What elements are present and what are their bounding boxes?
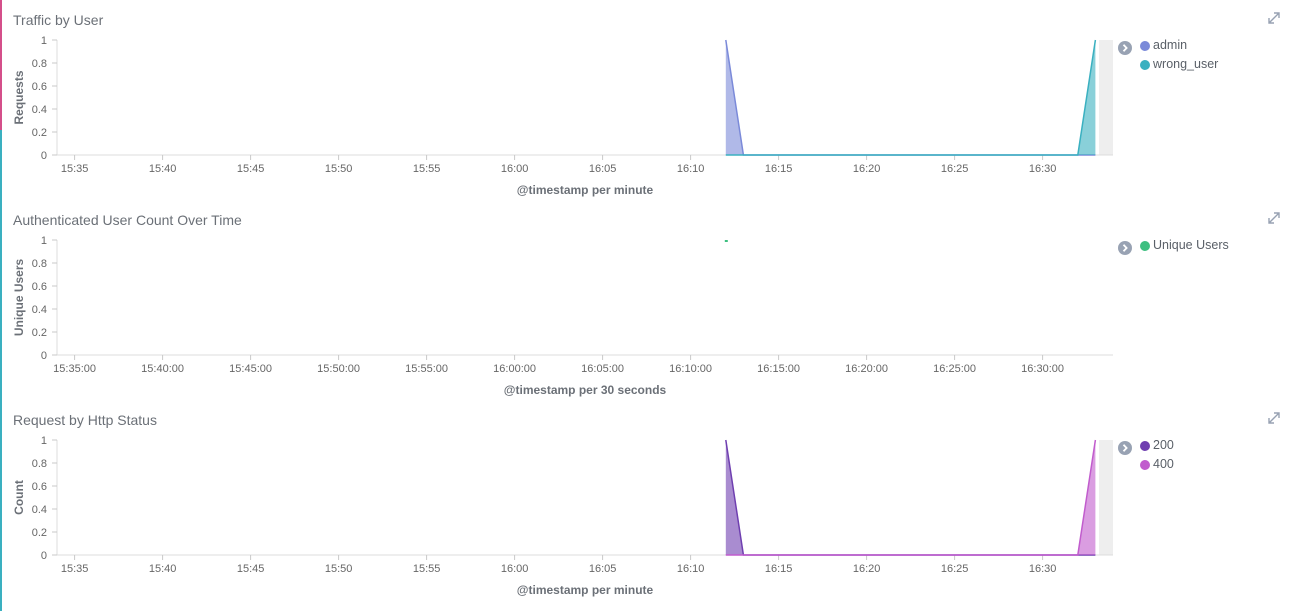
y-tick-label: 0.2 — [32, 127, 47, 139]
legend-scroll-strip — [1099, 440, 1113, 555]
legend-color-dot — [1140, 460, 1150, 470]
y-tick-label: 0.6 — [32, 281, 47, 293]
panel-title: Request by Http Status — [13, 412, 157, 428]
chart-area: 0 0.2 0.4 0.6 0.8 1 15:35 15:40 15:45 15:50 15:55 1… — [12, 35, 1113, 197]
x-tick-label: 16:20:00 — [845, 363, 888, 375]
y-tick-label: 0.6 — [32, 481, 47, 493]
x-tick-label: 16:25:00 — [933, 363, 976, 375]
x-tick-label: 15:45 — [237, 163, 265, 175]
x-tick-label: 16:10 — [677, 563, 705, 575]
y-tick-label: 0 — [41, 350, 47, 362]
legend-label: Unique Users — [1153, 238, 1229, 252]
x-tick-label: 16:10:00 — [669, 363, 712, 375]
y-tick-label: 0.4 — [32, 304, 47, 316]
x-tick-label: 16:00 — [501, 163, 529, 175]
x-tick-label: 16:00:00 — [493, 363, 536, 375]
x-axis-title: @timestamp per minute — [517, 583, 654, 597]
x-tick-label: 15:45:00 — [229, 363, 272, 375]
x-tick-label: 15:40 — [149, 563, 177, 575]
legend-scroll-strip — [1099, 40, 1113, 155]
x-tick-label: 16:05 — [589, 563, 617, 575]
series-area-admin[interactable] — [725, 40, 1096, 155]
y-tick-label: 0.8 — [32, 458, 47, 470]
legend-label: admin — [1153, 38, 1188, 52]
y-tick-label: 1 — [41, 435, 47, 447]
series-area-wrong-user[interactable] — [725, 40, 1096, 155]
x-tick-label: 16:25 — [941, 563, 969, 575]
legend-label: wrong_user — [1153, 57, 1219, 71]
panel-title: Authenticated User Count Over Time — [13, 212, 242, 228]
x-tick-label: 15:50 — [325, 163, 353, 175]
x-tick-label: 16:30 — [1029, 163, 1057, 175]
y-tick-label: 0.6 — [32, 81, 47, 93]
chart-area: 0 0.2 0.4 0.6 0.8 1 15:35 15:40 15:45 15:50 15:55 1… — [12, 435, 1113, 597]
x-tick-label: 15:40:00 — [141, 363, 184, 375]
x-tick-label: 16:30:00 — [1021, 363, 1064, 375]
legend-label: 200 — [1153, 438, 1174, 452]
x-tick-label: 16:05 — [589, 163, 617, 175]
series-line-wrong-user[interactable] — [725, 39, 1097, 156]
panel-traffic-by-user: Traffic by User 0 0.2 0.4 0.6 0.8 1 15:35 15:40… — [0, 0, 1293, 200]
x-tick-label: 16:15 — [765, 163, 793, 175]
y-axis-title: Unique Users — [12, 258, 26, 336]
y-axis-title: Count — [12, 480, 26, 515]
x-tick-label: 15:55 — [413, 163, 441, 175]
legend-toggle-icon[interactable] — [1118, 41, 1132, 55]
x-tick-label: 16:25 — [941, 163, 969, 175]
y-axis-title: Requests — [12, 70, 26, 124]
expand-panel-icon[interactable] — [1266, 410, 1282, 426]
y-tick-label: 0 — [41, 550, 47, 562]
y-tick-label: 0.4 — [32, 104, 47, 116]
legend-toggle-icon[interactable] — [1118, 441, 1132, 455]
x-axis-title: @timestamp per minute — [517, 183, 654, 197]
x-tick-label: 16:15:00 — [757, 363, 800, 375]
legend-label: 400 — [1153, 457, 1174, 471]
legend-color-dot — [1140, 241, 1150, 251]
y-tick-label: 0.2 — [32, 327, 47, 339]
x-tick-label: 15:45 — [237, 563, 265, 575]
legend-color-dot — [1140, 441, 1150, 451]
left-edge-accent-top — [0, 0, 2, 130]
y-tick-label: 0.4 — [32, 504, 47, 516]
x-tick-label: 16:20 — [853, 163, 881, 175]
series-line-admin[interactable] — [725, 39, 1096, 156]
legend-toggle-icon[interactable] — [1118, 241, 1132, 255]
y-tick-label: 0 — [41, 150, 47, 162]
x-tick-label: 15:50:00 — [317, 363, 360, 375]
x-tick-label: 15:55 — [413, 563, 441, 575]
series-area-400[interactable] — [725, 440, 1096, 555]
expand-panel-icon[interactable] — [1266, 10, 1282, 26]
x-tick-label: 16:20 — [853, 563, 881, 575]
y-tick-label: 0.8 — [32, 258, 47, 270]
y-tick-label: 1 — [41, 35, 47, 47]
x-tick-label: 16:00 — [501, 563, 529, 575]
series-area-200[interactable] — [725, 440, 1096, 555]
panel-title: Traffic by User — [13, 12, 104, 28]
x-tick-label: 16:10 — [677, 163, 705, 175]
y-tick-label: 0.8 — [32, 58, 47, 70]
x-tick-label: 16:15 — [765, 563, 793, 575]
x-axis-title: @timestamp per 30 seconds — [504, 383, 667, 397]
series-line-400[interactable] — [725, 439, 1097, 556]
x-tick-label: 15:55:00 — [405, 363, 448, 375]
x-tick-label: 15:35 — [61, 163, 89, 175]
panel-authenticated-user-count: Authenticated User Count Over Time 0 0.2 0… — [0, 200, 1293, 400]
left-edge-accent-bottom — [0, 130, 2, 611]
legend-color-dot — [1140, 60, 1150, 70]
y-tick-label: 1 — [41, 235, 47, 247]
x-tick-label: 15:35:00 — [53, 363, 96, 375]
panel-request-by-http-status: Request by Http Status 0 0.2 0.4 0.6 0.8 1 15:… — [0, 400, 1293, 600]
x-tick-label: 15:40 — [149, 163, 177, 175]
y-tick-label: 0.2 — [32, 527, 47, 539]
expand-panel-icon[interactable] — [1266, 210, 1282, 226]
x-tick-label: 15:50 — [325, 563, 353, 575]
x-tick-label: 16:30 — [1029, 563, 1057, 575]
x-tick-label: 16:05:00 — [581, 363, 624, 375]
legend-color-dot — [1140, 41, 1150, 51]
series-line-200[interactable] — [725, 439, 1096, 556]
x-tick-label: 15:35 — [61, 563, 89, 575]
chart-area: 0 0.2 0.4 0.6 0.8 1 15:35:00 15:40:00 15:45:00 15… — [12, 235, 1113, 397]
